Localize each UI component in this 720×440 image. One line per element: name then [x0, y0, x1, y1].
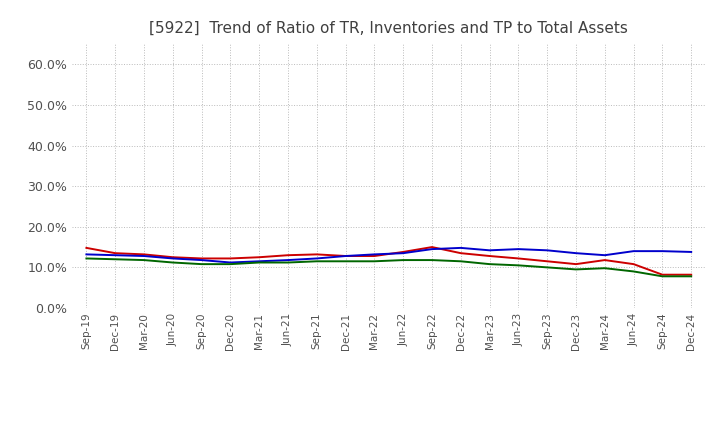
Trade Receivables — [687, 272, 696, 277]
Trade Payables — [456, 259, 465, 264]
Trade Payables — [370, 259, 379, 264]
Trade Payables — [514, 263, 523, 268]
Inventories — [687, 249, 696, 255]
Trade Receivables — [140, 252, 148, 257]
Trade Payables — [572, 267, 580, 272]
Trade Payables — [111, 257, 120, 262]
Inventories — [255, 259, 264, 264]
Inventories — [572, 250, 580, 256]
Inventories — [399, 250, 408, 256]
Trade Payables — [284, 260, 292, 265]
Title: [5922]  Trend of Ratio of TR, Inventories and TP to Total Assets: [5922] Trend of Ratio of TR, Inventories… — [149, 21, 629, 36]
Trade Receivables — [82, 245, 91, 250]
Trade Receivables — [168, 255, 177, 260]
Inventories — [629, 249, 638, 254]
Inventories — [111, 253, 120, 258]
Inventories — [543, 248, 552, 253]
Trade Payables — [197, 261, 206, 267]
Inventories — [312, 256, 321, 261]
Inventories — [197, 257, 206, 263]
Trade Receivables — [514, 256, 523, 261]
Trade Payables — [629, 269, 638, 274]
Trade Payables — [140, 257, 148, 263]
Trade Payables — [82, 256, 91, 261]
Inventories — [168, 256, 177, 261]
Trade Payables — [600, 266, 609, 271]
Trade Payables — [428, 257, 436, 263]
Inventories — [600, 253, 609, 258]
Trade Receivables — [485, 253, 494, 259]
Inventories — [284, 257, 292, 263]
Inventories — [456, 245, 465, 250]
Inventories — [226, 260, 235, 265]
Trade Payables — [168, 260, 177, 265]
Trade Payables — [226, 261, 235, 267]
Trade Receivables — [658, 272, 667, 277]
Trade Receivables — [255, 255, 264, 260]
Trade Receivables — [341, 253, 350, 259]
Inventories — [658, 249, 667, 254]
Line: Trade Receivables: Trade Receivables — [86, 247, 691, 275]
Trade Receivables — [226, 256, 235, 261]
Trade Receivables — [370, 253, 379, 259]
Trade Receivables — [399, 249, 408, 255]
Inventories — [341, 253, 350, 259]
Trade Payables — [312, 259, 321, 264]
Trade Payables — [485, 261, 494, 267]
Trade Payables — [543, 265, 552, 270]
Trade Receivables — [197, 256, 206, 261]
Inventories — [82, 252, 91, 257]
Trade Receivables — [543, 259, 552, 264]
Inventories — [140, 253, 148, 259]
Inventories — [428, 246, 436, 252]
Trade Receivables — [629, 261, 638, 267]
Trade Receivables — [428, 245, 436, 250]
Trade Receivables — [456, 250, 465, 256]
Inventories — [485, 248, 494, 253]
Inventories — [514, 246, 523, 252]
Trade Receivables — [600, 257, 609, 263]
Inventories — [370, 252, 379, 257]
Trade Receivables — [111, 250, 120, 256]
Trade Receivables — [572, 261, 580, 267]
Trade Payables — [687, 274, 696, 279]
Trade Payables — [399, 257, 408, 263]
Trade Payables — [658, 274, 667, 279]
Trade Receivables — [312, 252, 321, 257]
Line: Trade Payables: Trade Payables — [86, 258, 691, 276]
Line: Inventories: Inventories — [86, 248, 691, 263]
Trade Payables — [341, 259, 350, 264]
Trade Receivables — [284, 253, 292, 258]
Trade Payables — [255, 260, 264, 265]
